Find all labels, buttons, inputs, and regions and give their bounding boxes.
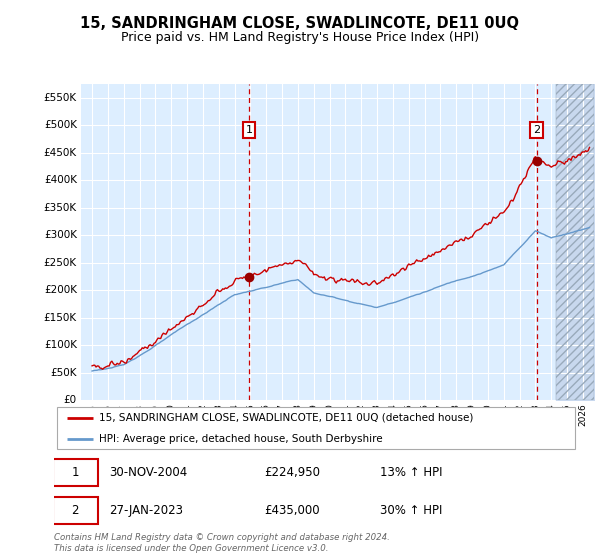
Text: 30% ↑ HPI: 30% ↑ HPI [380,504,442,517]
Text: £435,000: £435,000 [264,504,320,517]
Text: 13% ↑ HPI: 13% ↑ HPI [380,466,442,479]
Text: 2: 2 [533,125,540,135]
Text: £450K: £450K [44,148,77,158]
Text: 27-JAN-2023: 27-JAN-2023 [109,504,183,517]
Text: HPI: Average price, detached house, South Derbyshire: HPI: Average price, detached house, Sout… [98,435,382,444]
Text: £250K: £250K [44,258,77,268]
Text: 15, SANDRINGHAM CLOSE, SWADLINCOTE, DE11 0UQ (detached house): 15, SANDRINGHAM CLOSE, SWADLINCOTE, DE11… [98,413,473,423]
FancyBboxPatch shape [56,407,575,449]
FancyBboxPatch shape [53,459,98,486]
Text: £100K: £100K [44,340,77,351]
Text: Contains HM Land Registry data © Crown copyright and database right 2024.
This d: Contains HM Land Registry data © Crown c… [54,533,390,553]
Text: 30-NOV-2004: 30-NOV-2004 [109,466,187,479]
FancyBboxPatch shape [53,497,98,524]
Text: £224,950: £224,950 [264,466,320,479]
Text: Price paid vs. HM Land Registry's House Price Index (HPI): Price paid vs. HM Land Registry's House … [121,31,479,44]
Text: £350K: £350K [44,203,77,213]
Text: £200K: £200K [44,286,77,295]
Text: 1: 1 [245,125,253,135]
Text: 1: 1 [71,466,79,479]
Text: £50K: £50K [50,368,77,378]
Text: 15, SANDRINGHAM CLOSE, SWADLINCOTE, DE11 0UQ: 15, SANDRINGHAM CLOSE, SWADLINCOTE, DE11… [80,16,520,31]
Text: £400K: £400K [44,175,77,185]
Text: £550K: £550K [44,93,77,102]
Text: £300K: £300K [44,230,77,240]
Text: 2: 2 [71,504,79,517]
Text: £150K: £150K [44,313,77,323]
Text: £0: £0 [64,395,77,405]
Text: £500K: £500K [44,120,77,130]
